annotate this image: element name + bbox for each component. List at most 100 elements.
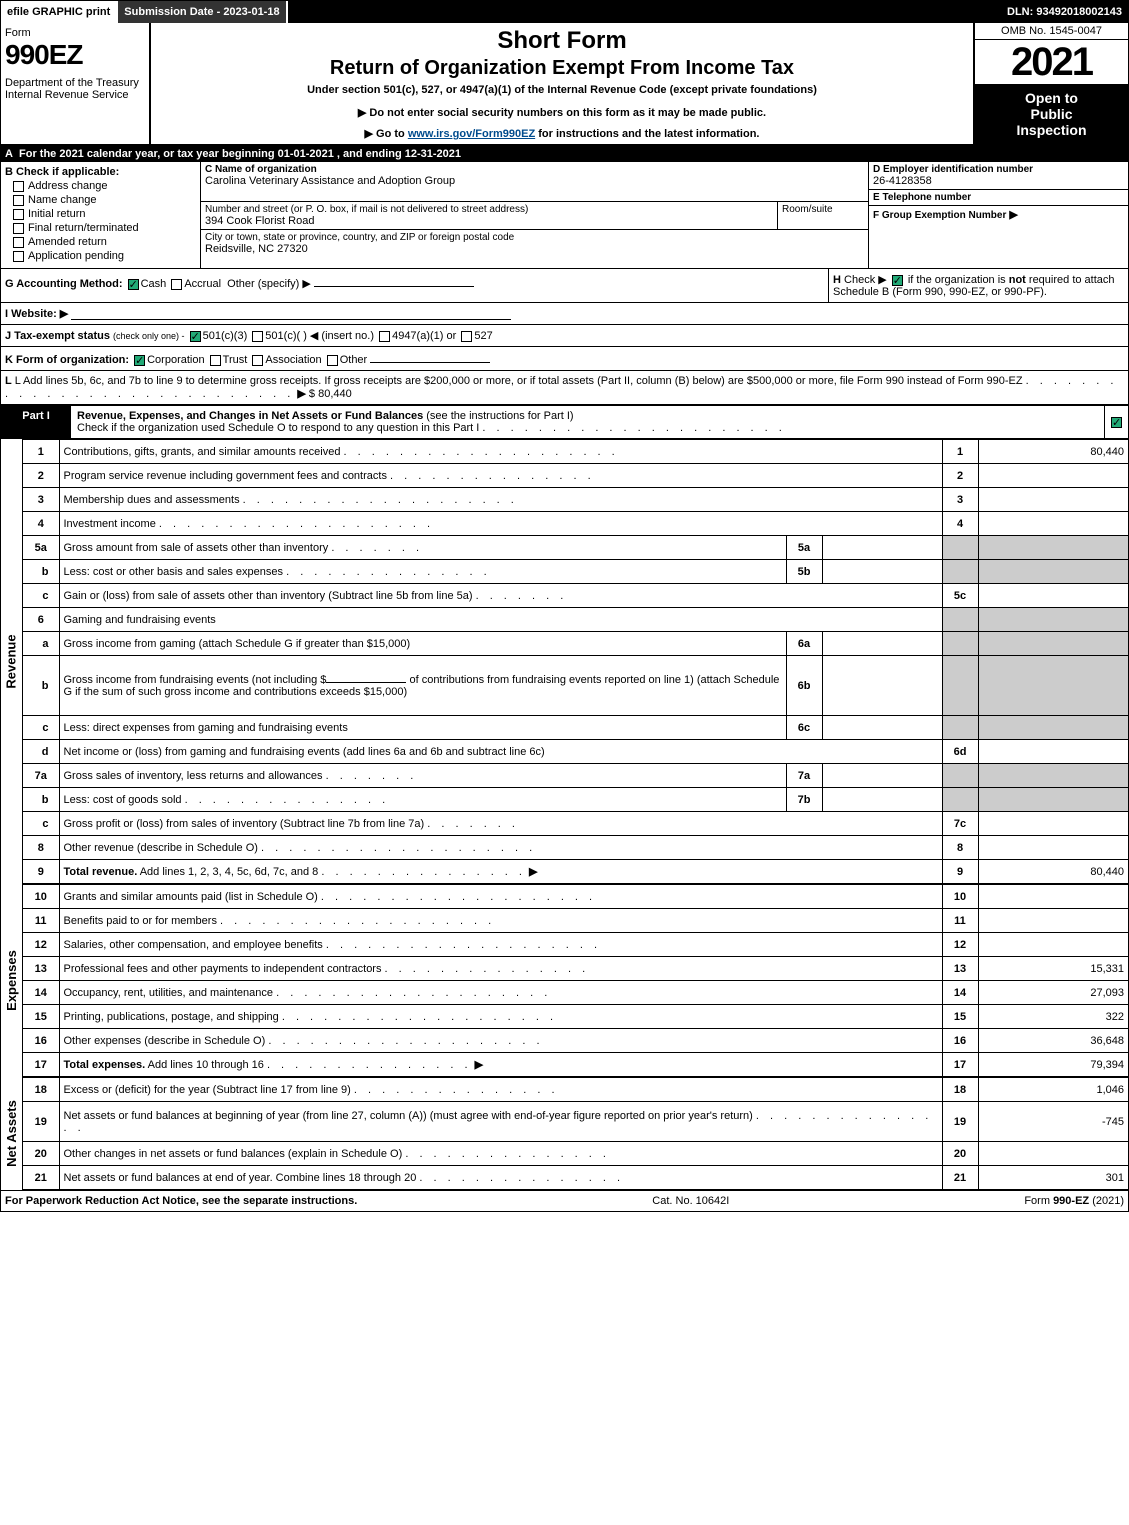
- chk-initial-return[interactable]: Initial return: [13, 208, 196, 220]
- chk-sched-o[interactable]: [1111, 417, 1122, 428]
- city-label: City or town, state or province, country…: [205, 232, 864, 243]
- chk-501c[interactable]: [252, 331, 263, 342]
- line-5b: bLess: cost or other basis and sales exp…: [23, 560, 1128, 584]
- chk-accrual[interactable]: [171, 279, 182, 290]
- e-cell: E Telephone number: [869, 190, 1128, 206]
- open-line3: Inspection: [979, 122, 1124, 138]
- d-label: D Employer identification number: [873, 164, 1124, 175]
- chk-pending[interactable]: Application pending: [13, 250, 196, 262]
- d-cell: D Employer identification number 26-4128…: [869, 162, 1128, 190]
- f-label: F Group Exemption Number: [873, 210, 1006, 221]
- under-section: Under section 501(c), 527, or 4947(a)(1)…: [159, 84, 965, 96]
- block-bcdef: B Check if applicable: Address change Na…: [1, 162, 1128, 269]
- line-21: 21Net assets or fund balances at end of …: [23, 1166, 1128, 1190]
- line-5a: 5aGross amount from sale of assets other…: [23, 536, 1128, 560]
- addr-cell: Number and street (or P. O. box, if mail…: [201, 202, 778, 229]
- line-a: AFor the 2021 calendar year, or tax year…: [1, 146, 1128, 162]
- checkbox-icon: [13, 251, 24, 262]
- part1-header: Part I Revenue, Expenses, and Changes in…: [1, 406, 1128, 439]
- h-cell: H Check ▶ if the organization is not req…: [828, 269, 1128, 302]
- city-cell: City or town, state or province, country…: [201, 230, 868, 269]
- arrow-icon: ▶: [1009, 209, 1017, 221]
- line-6d: dNet income or (loss) from gaming and fu…: [23, 740, 1128, 764]
- chk-address-change[interactable]: Address change: [13, 180, 196, 192]
- form-header: Form 990EZ Department of the Treasury In…: [1, 23, 1128, 146]
- netassets-side-label: Net Assets: [1, 1077, 23, 1190]
- line-17: 17Total expenses. Add lines 10 through 1…: [23, 1053, 1128, 1077]
- row-l: L L Add lines 5b, 6c, and 7b to line 9 t…: [1, 371, 1128, 406]
- expenses-table: 10Grants and similar amounts paid (list …: [23, 884, 1128, 1077]
- col-c: C Name of organization Carolina Veterina…: [201, 162, 868, 268]
- netassets-section: Net Assets 18Excess or (deficit) for the…: [1, 1077, 1128, 1190]
- other-org-input[interactable]: [370, 351, 490, 363]
- line-7b: bLess: cost of goods sold . . . . . . . …: [23, 788, 1128, 812]
- room-cell: Room/suite: [778, 202, 868, 229]
- header-left: Form 990EZ Department of the Treasury In…: [1, 23, 151, 144]
- open-line1: Open to: [979, 90, 1124, 106]
- chk-name-change[interactable]: Name change: [13, 194, 196, 206]
- chk-corp[interactable]: [134, 355, 145, 366]
- part1-title: Revenue, Expenses, and Changes in Net As…: [71, 406, 1104, 438]
- line-8: 8Other revenue (describe in Schedule O) …: [23, 836, 1128, 860]
- letter-a: A: [5, 148, 19, 160]
- other-input[interactable]: [314, 275, 474, 287]
- chk-amended[interactable]: Amended return: [13, 236, 196, 248]
- chk-527[interactable]: [461, 331, 472, 342]
- dln-label: DLN: 93492018002143: [1001, 1, 1128, 23]
- row-gh: G Accounting Method: Cash Accrual Other …: [1, 269, 1128, 303]
- chk-final-return[interactable]: Final return/terminated: [13, 222, 196, 234]
- org-name: Carolina Veterinary Assistance and Adopt…: [205, 175, 864, 187]
- line-20: 20Other changes in net assets or fund ba…: [23, 1142, 1128, 1166]
- f-cell: F Group Exemption Number ▶: [869, 206, 1128, 223]
- chk-other-org[interactable]: [327, 355, 338, 366]
- checkbox-icon: [13, 223, 24, 234]
- line-2: 2Program service revenue including gover…: [23, 464, 1128, 488]
- j-label: J Tax-exempt status: [5, 330, 110, 342]
- short-form-title: Short Form: [159, 27, 965, 55]
- line-4: 4Investment income . . . . . . . . . . .…: [23, 512, 1128, 536]
- footer-left: For Paperwork Reduction Act Notice, see …: [5, 1195, 357, 1207]
- checkbox-icon: [13, 237, 24, 248]
- line-16: 16Other expenses (describe in Schedule O…: [23, 1029, 1128, 1053]
- website-input[interactable]: [71, 307, 511, 320]
- chk-4947[interactable]: [379, 331, 390, 342]
- l-text: L Add lines 5b, 6c, and 7b to line 9 to …: [15, 375, 1023, 387]
- line-10: 10Grants and similar amounts paid (list …: [23, 885, 1128, 909]
- main-title: Return of Organization Exempt From Incom…: [159, 57, 965, 80]
- header-center: Short Form Return of Organization Exempt…: [151, 23, 973, 144]
- line-11: 11Benefits paid to or for members . . . …: [23, 909, 1128, 933]
- org-name-cell: C Name of organization Carolina Veterina…: [201, 162, 868, 202]
- form-number: 990EZ: [5, 39, 145, 71]
- page-footer: For Paperwork Reduction Act Notice, see …: [1, 1190, 1128, 1211]
- c-name-label: C Name of organization: [205, 164, 864, 175]
- line-7c: cGross profit or (loss) from sales of in…: [23, 812, 1128, 836]
- revenue-side-label: Revenue: [1, 439, 23, 884]
- irs-link[interactable]: www.irs.gov/Form990EZ: [408, 128, 535, 140]
- ein-value: 26-4128358: [873, 175, 1124, 187]
- chk-assoc[interactable]: [252, 355, 263, 366]
- chk-501c3[interactable]: [190, 331, 201, 342]
- line-6: 6Gaming and fundraising events: [23, 608, 1128, 632]
- line-9: 9Total revenue. Add lines 1, 2, 3, 4, 5c…: [23, 860, 1128, 884]
- header-right: OMB No. 1545-0047 2021 Open to Public In…: [973, 23, 1128, 144]
- org-address: 394 Cook Florist Road: [205, 215, 773, 227]
- chk-trust[interactable]: [210, 355, 221, 366]
- arrow-icon: ▶: [297, 388, 305, 400]
- line-14: 14Occupancy, rent, utilities, and mainte…: [23, 981, 1128, 1005]
- k-label: K Form of organization:: [5, 354, 129, 366]
- chk-sched-b[interactable]: [892, 275, 903, 286]
- b-head: Check if applicable:: [16, 166, 119, 178]
- line-3: 3Membership dues and assessments . . . .…: [23, 488, 1128, 512]
- line-19: 19Net assets or fund balances at beginni…: [23, 1102, 1128, 1142]
- goto-line: ▶ Go to www.irs.gov/Form990EZ for instru…: [159, 127, 965, 140]
- chk-cash[interactable]: [128, 279, 139, 290]
- revenue-table: 1Contributions, gifts, grants, and simil…: [23, 439, 1128, 884]
- efile-print-label: efile GRAPHIC print: [1, 1, 118, 23]
- expenses-section: Expenses 10Grants and similar amounts pa…: [1, 884, 1128, 1077]
- form-word: Form: [5, 27, 145, 39]
- dept-label: Department of the Treasury Internal Reve…: [5, 77, 145, 101]
- footer-right: Form 990-EZ (2021): [1024, 1195, 1124, 1207]
- line-18: 18Excess or (deficit) for the year (Subt…: [23, 1078, 1128, 1102]
- footer-catno: Cat. No. 10642I: [652, 1195, 729, 1207]
- netassets-table: 18Excess or (deficit) for the year (Subt…: [23, 1077, 1128, 1190]
